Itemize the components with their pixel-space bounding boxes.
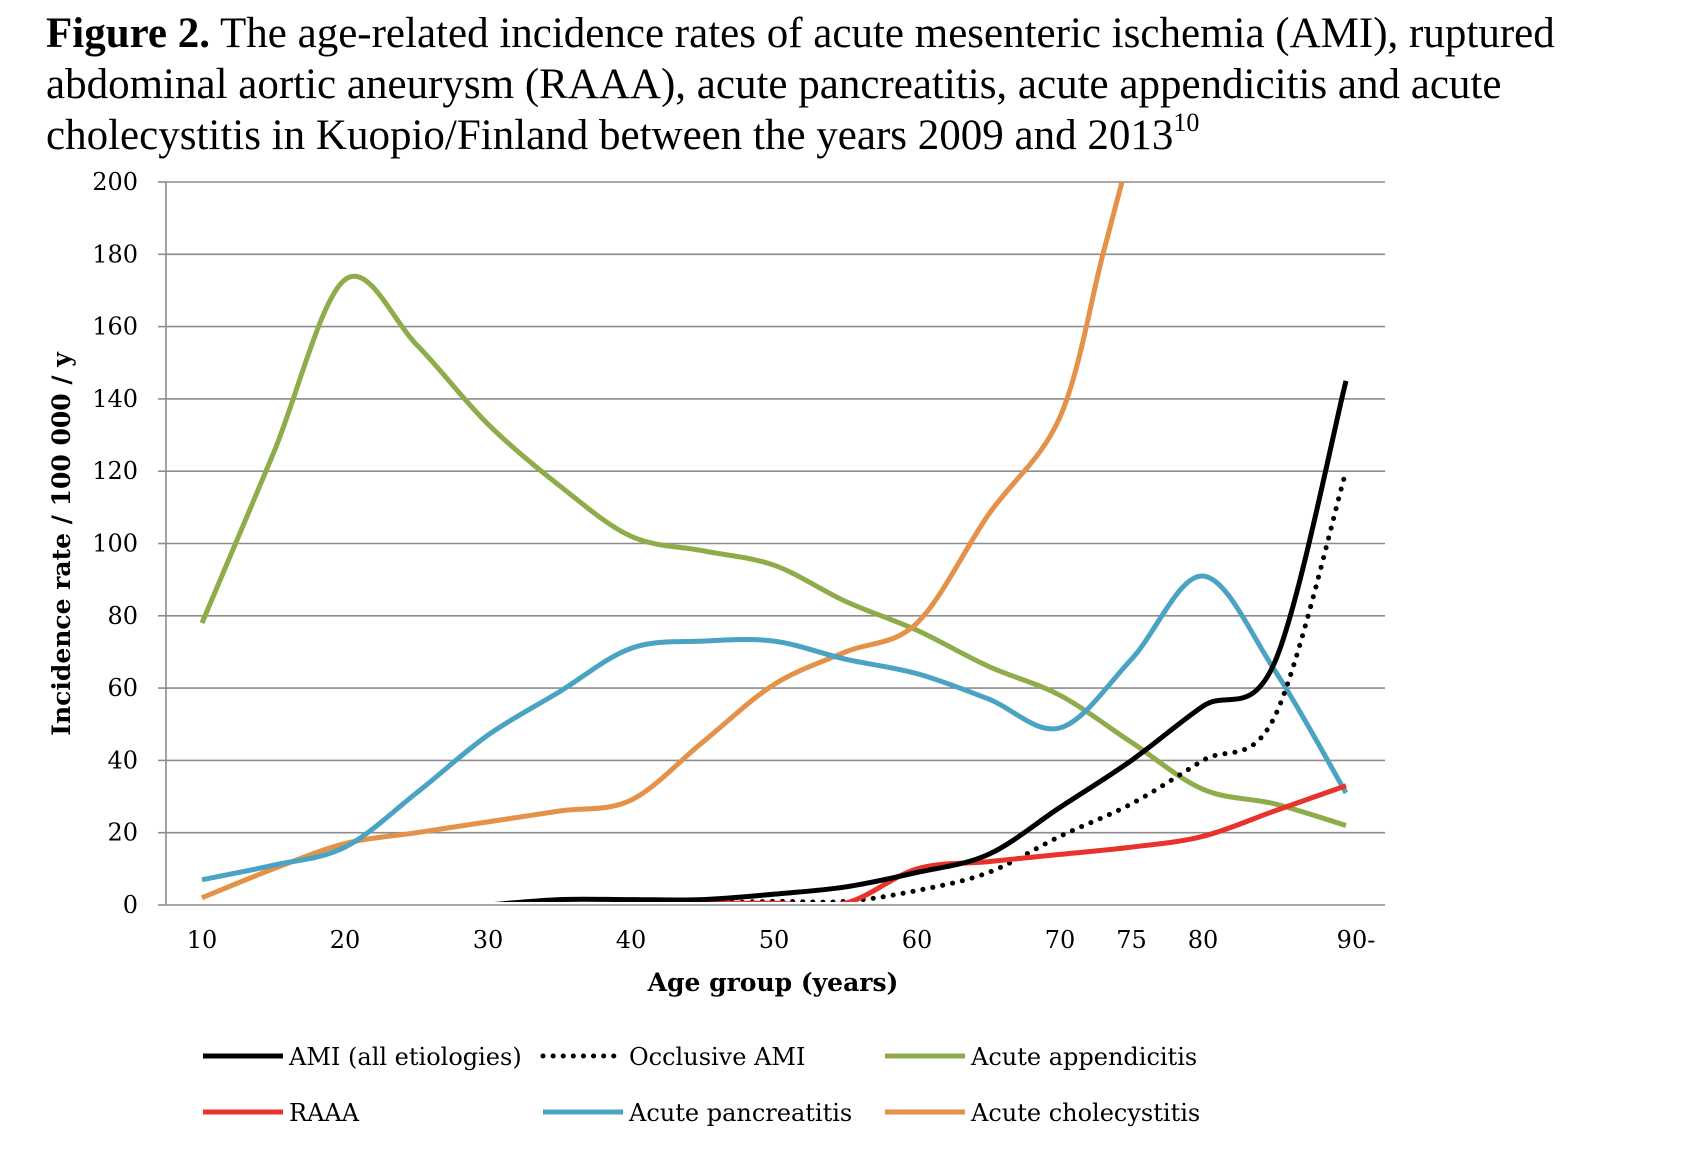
legend-label: AMI (all etiologies) [288,1043,522,1071]
x-tick-label: 60 [902,926,933,954]
y-tick-label: 20 [107,819,138,847]
legend-label: Acute appendicitis [970,1043,1197,1071]
x-tick-label: 20 [330,926,361,954]
y-tick-label: 140 [92,385,138,413]
series-line-acute-appendicitis [199,273,1347,828]
gridlines [166,181,1385,834]
legend-label: RAAA [289,1099,360,1127]
legend-label: Acute cholecystitis [970,1099,1200,1127]
x-tick-label: 10 [187,926,218,954]
y-tick-label: 180 [92,240,138,268]
legend-item-raaa: RAAA [203,1099,360,1127]
legend-item-occlusive-ami: Occlusive AMI [540,1043,805,1071]
caption-text: The age-related incidence rates of acute… [46,10,1555,159]
series-line-acute-pancreatitis [201,573,1349,883]
y-tick-label: 0 [123,891,138,919]
x-tick-label: 30 [473,926,504,954]
figure-caption: Figure 2. The age-related incidence rate… [46,8,1696,161]
y-tick-label: 100 [92,530,138,558]
series-line-acute-cholecystitis [201,182,1125,901]
legend-label: Occlusive AMI [629,1043,805,1071]
legend-item-ami-all-etiologies: AMI (all etiologies) [203,1043,522,1071]
y-tick-label: 80 [107,602,138,630]
y-tick-label: 200 [92,168,138,196]
series-lines [199,182,1349,902]
series-line-raaa [630,783,1347,902]
y-tick-label: 160 [92,313,138,341]
series-line-ami-all-etiologies [493,380,1349,902]
y-axis-title: Incidence rate / 100 000 / y [47,351,76,736]
caption-reference: 10 [1173,108,1200,137]
legend: AMI (all etiologies) Occlusive AMI Acute a… [203,1043,1200,1127]
axes [158,181,1385,906]
x-tick-label: 80 [1188,926,1219,954]
x-tick-label: 75 [1116,926,1147,954]
y-tick-label: 40 [107,746,138,774]
series-line-occlusive-ami [650,468,1349,902]
x-tick-label: 70 [1045,926,1076,954]
legend-item-acute-cholecystitis: Acute cholecystitis [885,1099,1200,1127]
x-axis-title: Age group (years) [647,968,899,997]
legend-item-acute-pancreatitis: Acute pancreatitis [543,1099,852,1127]
x-tick-label: 40 [616,926,647,954]
tick-labels: 0 20 40 60 80 100 120 140 160 180 200 10 20 30 40 50 60 7… [92,168,1375,954]
y-tick-label: 120 [92,457,138,485]
figure-label: Figure 2. [46,10,211,57]
x-tick-label: 50 [759,926,790,954]
legend-item-acute-appendicitis: Acute appendicitis [885,1043,1197,1071]
y-tick-label: 60 [107,674,138,702]
x-tick-label: 90- [1337,926,1376,954]
legend-label: Acute pancreatitis [628,1099,852,1127]
